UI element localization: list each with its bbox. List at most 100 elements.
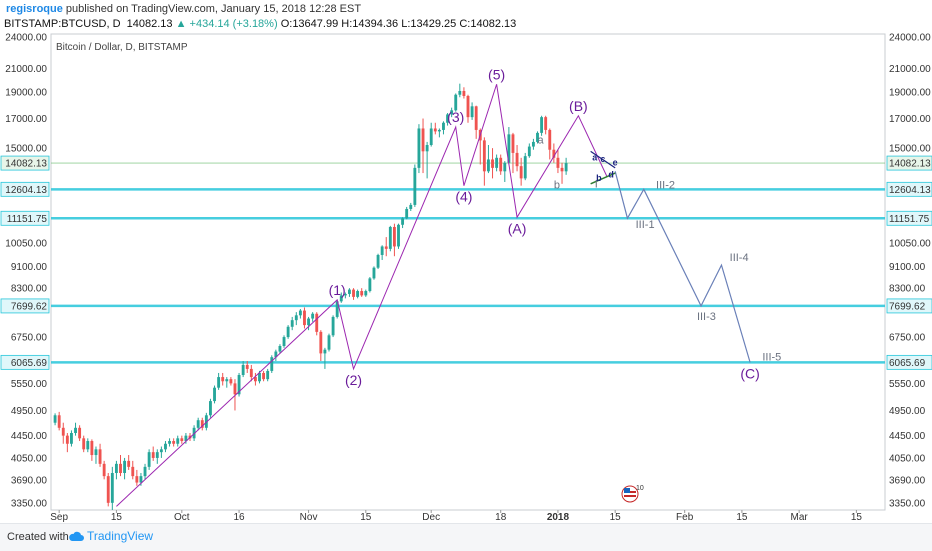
candle	[258, 372, 261, 382]
candle	[65, 435, 69, 444]
candle	[437, 129, 441, 132]
candle	[225, 379, 229, 382]
candle	[266, 370, 270, 380]
candle	[209, 401, 212, 416]
wave-sublabel: III-3	[697, 311, 716, 323]
candle	[229, 379, 233, 384]
price-chart[interactable]: Bitcoin / Dollar, D, BITSTAMP (1) (2) (3) (…	[0, 0, 932, 523]
svg-text:10: 10	[636, 485, 644, 492]
close-value: 14082.13	[470, 18, 517, 30]
y-tick-label-right: 4450.00	[889, 431, 926, 442]
y-tick-label-left: 14082.13	[5, 159, 47, 170]
x-axis: Sep 15 Oct 16 Nov 15 Dec 18 2018 15 Feb 15 Mar 15	[50, 510, 862, 523]
candle	[515, 152, 519, 167]
wave-label: (B)	[569, 98, 588, 114]
candle	[143, 466, 147, 477]
candle	[298, 310, 302, 316]
wave-sublabel: III-5	[762, 351, 781, 363]
candle	[311, 313, 315, 319]
candle	[548, 129, 552, 150]
x-tick-label: Sep	[50, 512, 68, 523]
footer: Created with TradingView	[0, 523, 932, 551]
candle	[237, 375, 241, 395]
candle	[482, 140, 486, 172]
candle	[327, 335, 331, 350]
candle	[384, 246, 388, 249]
candle	[139, 476, 143, 483]
wave-sublabel: III-1	[636, 219, 655, 231]
candle	[176, 438, 180, 444]
y-tick-label-left: 9100.00	[11, 262, 48, 273]
candle	[245, 364, 249, 369]
wave-label: (1)	[329, 282, 346, 298]
y-tick-label-left: 4050.00	[11, 453, 48, 464]
flag-icon[interactable]: 10	[621, 485, 644, 503]
candle	[323, 349, 327, 354]
y-axis-left: 3350.00 3690.00 4050.00 4450.00 4950.00 5550.…	[0, 32, 50, 509]
candle	[119, 463, 122, 474]
y-tick-label-right: 14082.13	[889, 159, 931, 170]
candle	[262, 372, 266, 380]
candle	[368, 278, 372, 292]
wave-label: (A)	[508, 220, 527, 236]
candle	[552, 149, 556, 158]
candle	[155, 452, 159, 458]
low-value: 13429.25	[410, 18, 457, 30]
candle	[564, 163, 568, 172]
candle	[164, 443, 167, 450]
candle	[491, 159, 494, 168]
x-tick-label: Feb	[676, 512, 694, 523]
y-tick-label-right: 4950.00	[889, 406, 926, 417]
candle	[511, 134, 515, 153]
candle	[78, 427, 82, 439]
candle	[61, 427, 65, 436]
candle	[168, 441, 171, 444]
projection-path	[614, 171, 751, 363]
candle	[417, 128, 421, 168]
author-name[interactable]: regisroque	[6, 3, 63, 15]
x-tick-label: Mar	[791, 512, 809, 523]
x-tick-label: 18	[495, 512, 507, 523]
publish-info: regisroque published on TradingView.com,…	[6, 3, 361, 15]
candle	[405, 208, 409, 219]
last-price: 14082.13	[126, 18, 173, 30]
wave-label: (2)	[345, 372, 362, 388]
candle	[147, 452, 151, 467]
y-tick-label-right: 10050.00	[889, 238, 931, 249]
candle	[470, 106, 474, 118]
candle	[356, 291, 360, 297]
x-tick-label: 15	[851, 512, 863, 523]
y-tick-box-left	[0, 354, 50, 370]
candle	[425, 145, 429, 152]
candle	[380, 246, 384, 255]
tradingview-brand: TradingView	[87, 529, 154, 543]
candle	[413, 167, 417, 205]
candle	[98, 449, 102, 464]
y-tick-label-right: 8300.00	[889, 284, 926, 295]
y-tick-label-left: 15000.00	[5, 144, 47, 155]
candle	[315, 313, 319, 332]
candle	[86, 441, 90, 450]
candle	[450, 110, 454, 115]
candle	[401, 218, 405, 225]
candle	[487, 159, 490, 172]
candle	[200, 420, 204, 428]
x-tick-label: 15	[111, 512, 123, 523]
candle	[339, 295, 343, 302]
candle	[352, 289, 355, 297]
candle	[204, 415, 208, 428]
candle	[499, 157, 503, 172]
candle	[409, 204, 413, 209]
candle	[421, 128, 425, 152]
y-tick-label-left: 21000.00	[5, 64, 47, 75]
wave-sublabel: I	[595, 179, 598, 191]
tradingview-link[interactable]: TradingView	[68, 529, 153, 543]
candle	[495, 157, 499, 168]
cloud-icon	[69, 532, 84, 542]
candle	[82, 438, 86, 450]
candle	[196, 420, 200, 428]
candle	[319, 331, 323, 354]
candle	[74, 427, 77, 434]
triangle-label: b	[596, 173, 602, 183]
y-tick-label-left: 8300.00	[11, 284, 48, 295]
